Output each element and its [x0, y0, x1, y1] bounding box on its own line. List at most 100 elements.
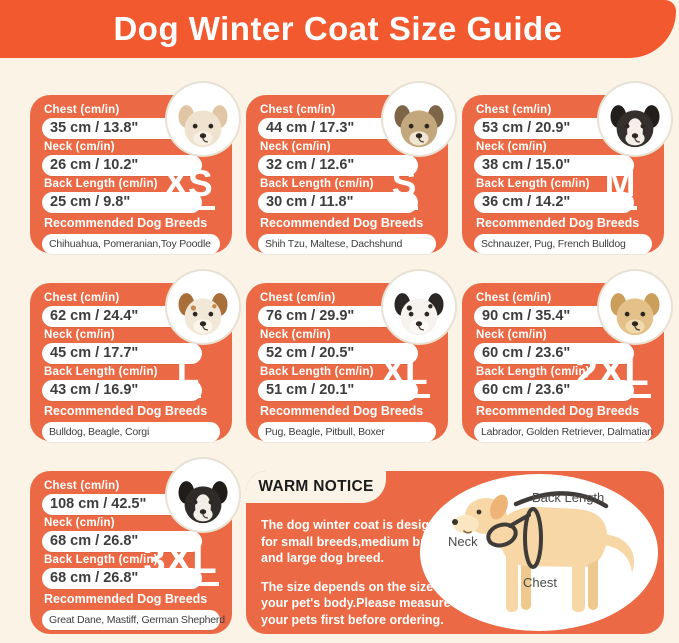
size-badge: 3XL — [128, 540, 232, 586]
neck-value: 45 cm / 17.7" — [42, 343, 202, 364]
breeds-label: Recommended Dog Breeds — [44, 216, 208, 230]
warm-notice-text: The dog winter coat is designed for smal… — [261, 517, 467, 640]
neck-label: Neck (cm/in) — [44, 141, 115, 153]
back-length-label: Back Length (cm/in) — [44, 178, 158, 190]
neck-label: Neck (cm/in) — [44, 329, 115, 341]
size-card-s: Chest (cm/in) 44 cm / 17.3" Neck (cm/in)… — [246, 83, 455, 254]
breeds-label: Recommended Dog Breeds — [476, 404, 640, 418]
dog-face-icon — [610, 105, 660, 148]
size-card-xs: Chest (cm/in) 35 cm / 13.8" Neck (cm/in)… — [30, 83, 239, 254]
page-title: Dog Winter Coat Size Guide — [113, 10, 563, 47]
golden-retriever-photo — [599, 271, 671, 343]
neck-value: 60 cm / 23.6" — [474, 343, 634, 364]
diagram-back-length-label: Back Length — [532, 490, 605, 505]
border-collie-photo — [167, 459, 239, 531]
size-letter: 2XL — [573, 352, 651, 398]
breeds-label: Recommended Dog Breeds — [476, 216, 640, 230]
back-length-label: Back Length (cm/in) — [44, 554, 158, 566]
back-length-value: 51 cm / 20.1" — [258, 380, 418, 401]
breeds-value: Labrador, Golden Retriever, Dalmatian — [474, 422, 653, 442]
size-badge: S — [366, 165, 442, 210]
chest-value: 108 cm / 42.5" — [42, 494, 202, 515]
breeds-label: Recommended Dog Breeds — [44, 592, 208, 606]
dog-face-icon — [394, 293, 444, 336]
diagram-chest-label: Chest — [523, 575, 557, 590]
shih-tzu-photo — [383, 83, 455, 155]
size-card-xl: Chest (cm/in) 76 cm / 29.9" Neck (cm/in)… — [246, 271, 455, 442]
back-length-value: 43 cm / 16.9" — [42, 380, 202, 401]
header-banner: Dog Winter Coat Size Guide — [0, 0, 676, 58]
back-length-value: 36 cm / 14.2" — [474, 192, 634, 213]
dalmatian-photo — [383, 271, 455, 343]
neck-label: Neck (cm/in) — [476, 329, 547, 341]
size-cards-grid: Chest (cm/in) 35 cm / 13.8" Neck (cm/in)… — [30, 83, 671, 634]
breeds-value: Chihuahua, Pomeranian,Toy Poodle — [42, 234, 220, 254]
dog-measurement-illustration — [452, 491, 634, 612]
chest-value: 35 cm / 13.8" — [42, 118, 202, 139]
back-length-label: Back Length (cm/in) — [260, 366, 374, 378]
neck-value: 52 cm / 20.5" — [258, 343, 418, 364]
back-length-label: Back Length (cm/in) — [260, 178, 374, 190]
breeds-value: Bulldog, Beagle, Corgi — [42, 422, 220, 442]
chest-value: 44 cm / 17.3" — [258, 118, 418, 139]
breeds-label: Recommended Dog Breeds — [260, 404, 424, 418]
size-card-l: Chest (cm/in) 62 cm / 24.4" Neck (cm/in)… — [30, 271, 239, 442]
size-badge: 2XL — [560, 352, 664, 398]
chest-label: Chest (cm/in) — [260, 104, 336, 116]
back-length-label: Back Length (cm/in) — [476, 178, 590, 190]
warm-notice-card: WARM NOTICE The dog winter coat is desig… — [246, 471, 664, 634]
neck-label: Neck (cm/in) — [260, 329, 331, 341]
size-card-2xl: Chest (cm/in) 90 cm / 35.4" Neck (cm/in)… — [462, 271, 671, 442]
chest-value: 62 cm / 24.4" — [42, 306, 202, 327]
chest-label: Chest (cm/in) — [44, 480, 120, 492]
breeds-value: Shih Tzu, Maltese, Dachshund — [258, 234, 436, 254]
breeds-label: Recommended Dog Breeds — [260, 216, 424, 230]
chihuahua-photo — [167, 83, 239, 155]
warm-notice-tab: WARM NOTICE — [246, 471, 386, 503]
chest-value: 53 cm / 20.9" — [474, 118, 634, 139]
chest-value: 90 cm / 35.4" — [474, 306, 634, 327]
diagram-neck-label: Neck — [448, 534, 478, 549]
neck-value: 32 cm / 12.6" — [258, 155, 418, 176]
neck-value: 38 cm / 15.0" — [474, 155, 634, 176]
measurement-diagram: Back Length Neck Chest — [420, 474, 658, 631]
size-card-3xl: Chest (cm/in) 108 cm / 42.5" Neck (cm/in… — [30, 459, 239, 634]
back-length-label: Back Length (cm/in) — [44, 366, 158, 378]
size-letter: L — [174, 353, 202, 398]
dog-face-icon — [178, 293, 228, 336]
size-letter: 3XL — [141, 540, 219, 586]
breeds-value: Great Dane, Mastiff, German Shepherd — [42, 610, 225, 630]
beagle-photo — [167, 271, 239, 343]
size-badge: L — [150, 353, 226, 398]
dog-face-icon — [610, 293, 660, 336]
chest-value: 76 cm / 29.9" — [258, 306, 418, 327]
chest-label: Chest (cm/in) — [476, 292, 552, 304]
neck-value: 26 cm / 10.2" — [42, 155, 202, 176]
notice-paragraph-1: The dog winter coat is designed for smal… — [261, 518, 454, 565]
breeds-value: Schnauzer, Pug, French Bulldog — [474, 234, 652, 254]
back-length-value: 30 cm / 11.8" — [258, 192, 418, 213]
size-badge: XL — [366, 353, 442, 398]
chest-label: Chest (cm/in) — [476, 104, 552, 116]
size-letter: S — [389, 165, 419, 210]
size-letter: M — [602, 165, 638, 210]
dog-face-icon — [178, 105, 228, 148]
neck-value: 68 cm / 26.8" — [42, 531, 202, 552]
breeds-label: Recommended Dog Breeds — [44, 404, 208, 418]
chest-label: Chest (cm/in) — [44, 292, 120, 304]
neck-label: Neck (cm/in) — [260, 141, 331, 153]
breeds-value: Pug, Beagle, Pitbull, Boxer — [258, 422, 436, 442]
size-letter: XL — [378, 353, 430, 398]
chest-label: Chest (cm/in) — [44, 104, 120, 116]
boston-terrier-photo — [599, 83, 671, 155]
size-badge: XS — [150, 165, 226, 210]
size-card-m: Chest (cm/in) 53 cm / 20.9" Neck (cm/in)… — [462, 83, 671, 254]
chest-label: Chest (cm/in) — [260, 292, 336, 304]
notice-paragraph-2: The size depends on the size of your pet… — [261, 579, 451, 627]
size-letter: XS — [161, 165, 215, 210]
dog-face-icon — [394, 105, 444, 148]
back-length-label: Back Length (cm/in) — [476, 366, 590, 378]
neck-label: Neck (cm/in) — [476, 141, 547, 153]
dog-face-icon — [178, 481, 228, 524]
